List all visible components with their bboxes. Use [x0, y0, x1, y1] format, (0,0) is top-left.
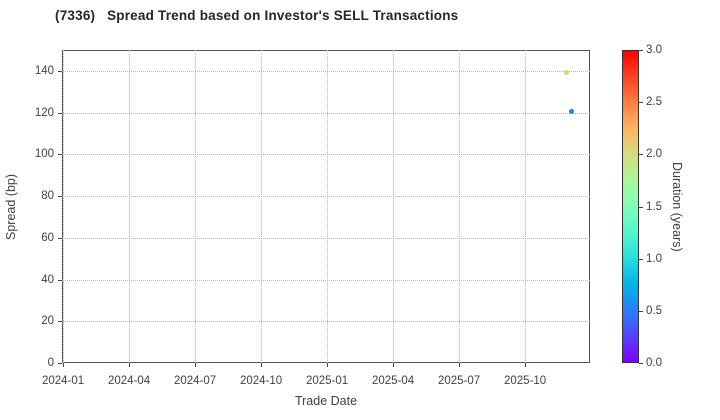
- y-tick-label: 40: [41, 273, 54, 286]
- y-tick-mark: [58, 279, 62, 281]
- y-gridline: [62, 321, 590, 323]
- x-tick-mark: [63, 363, 65, 367]
- y-tick-mark: [58, 196, 62, 198]
- y-tick-label: 0: [47, 357, 54, 369]
- y-tick-label: 140: [34, 64, 54, 77]
- x-gridline: [129, 50, 131, 363]
- colorbar-tick-label: 0.5: [646, 304, 662, 317]
- x-gridline: [261, 50, 263, 363]
- y-gridline: [62, 237, 590, 239]
- colorbar-tick-label: 1.0: [646, 252, 662, 265]
- x-gridline: [195, 50, 197, 363]
- y-tick-mark: [58, 321, 62, 323]
- y-gridline: [62, 154, 590, 156]
- y-tick-label: 100: [34, 148, 54, 161]
- x-tick-label: 2024-07: [173, 375, 217, 387]
- x-gridline: [393, 50, 395, 363]
- x-tick-label: 2025-01: [305, 375, 349, 387]
- x-tick-mark: [525, 363, 527, 367]
- x-tick-mark: [129, 363, 131, 367]
- x-tick-label: 2025-04: [371, 375, 415, 387]
- colorbar-tick-mark: [639, 310, 643, 312]
- y-tick-label: 60: [41, 231, 54, 244]
- colorbar-tick-mark: [639, 206, 643, 208]
- x-tick-mark: [393, 363, 395, 367]
- colorbar-tick-mark: [639, 258, 643, 260]
- colorbar-gradient: [622, 50, 639, 363]
- y-gridline: [62, 112, 590, 114]
- y-tick-mark: [58, 112, 62, 114]
- y-gridline: [62, 196, 590, 198]
- x-axis-title: Trade Date: [294, 394, 358, 408]
- data-point: [569, 109, 575, 115]
- x-tick-label: 2024-01: [41, 375, 85, 387]
- colorbar-tick-label: 3.0: [646, 44, 662, 56]
- x-gridline: [525, 50, 527, 363]
- y-gridline: [62, 70, 590, 72]
- colorbar-tick-label: 2.0: [646, 148, 662, 161]
- x-tick-mark: [195, 363, 197, 367]
- data-point: [564, 70, 570, 76]
- x-tick-label: 2025-07: [437, 375, 481, 387]
- y-tick-label: 120: [34, 106, 54, 119]
- y-tick-mark: [58, 70, 62, 72]
- colorbar-tick-mark: [639, 50, 643, 51]
- colorbar-tick-mark: [639, 154, 643, 156]
- y-gridline: [62, 279, 590, 281]
- x-tick-label: 2024-04: [107, 375, 151, 387]
- y-tick-label: 80: [41, 190, 54, 203]
- plot-area: [62, 50, 590, 363]
- x-tick-label: 2024-10: [239, 375, 283, 387]
- x-tick-label: 2025-10: [503, 375, 547, 387]
- colorbar-tick-label: 0.0: [646, 357, 662, 369]
- x-tick-mark: [327, 363, 329, 367]
- colorbar-tick-label: 2.5: [646, 96, 662, 109]
- x-gridline: [327, 50, 329, 363]
- colorbar-tick-label: 1.5: [646, 200, 662, 213]
- colorbar-title: Duration (years): [670, 161, 684, 252]
- y-axis-title: Spread (bp): [4, 173, 18, 240]
- y-tick-mark: [58, 363, 62, 364]
- y-tick-label: 20: [41, 315, 54, 328]
- colorbar-tick-mark: [639, 363, 643, 364]
- x-gridline: [459, 50, 461, 363]
- chart-title: (7336) Spread Trend based on Investor's …: [55, 8, 459, 23]
- x-tick-mark: [261, 363, 263, 367]
- y-tick-mark: [58, 237, 62, 239]
- x-tick-mark: [459, 363, 461, 367]
- y-tick-mark: [58, 154, 62, 156]
- x-gridline: [63, 50, 65, 363]
- colorbar-tick-mark: [639, 102, 643, 104]
